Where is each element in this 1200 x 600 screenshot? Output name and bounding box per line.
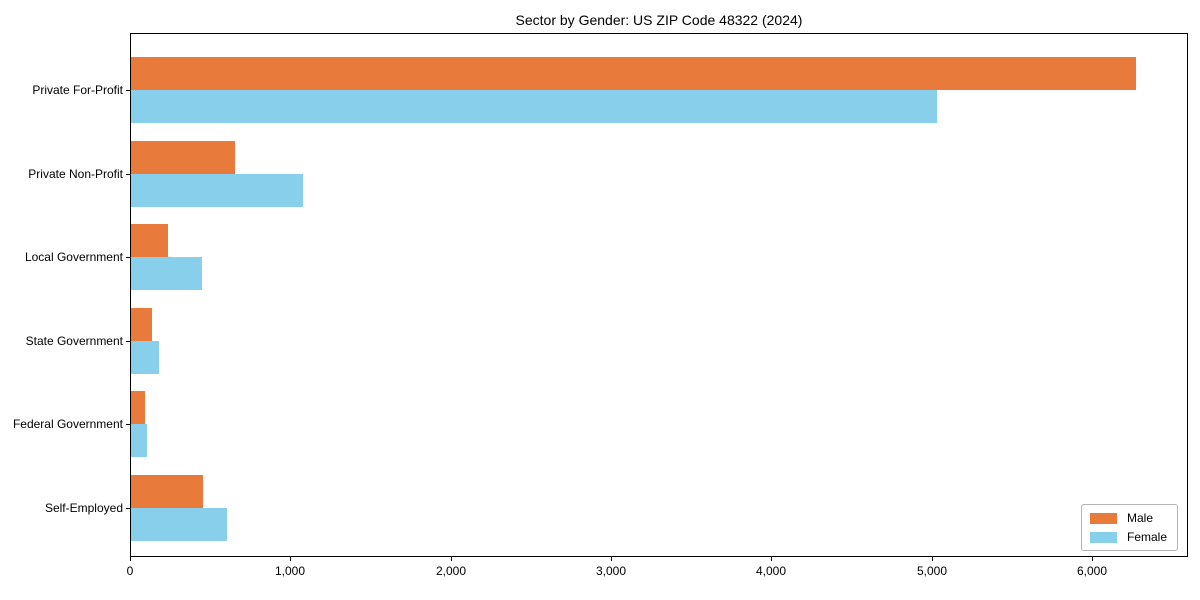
y-axis-label-federal-government: Federal Government [12,417,123,432]
legend-label-male: Male [1126,511,1153,525]
legend-item-male: Male [1089,511,1167,525]
y-axis-label-private-for-profit: Private For-Profit [32,83,123,97]
y-axis-tick [126,257,130,259]
legend: Male Female [1080,504,1178,551]
x-axis-tick-label: 5,000 [916,564,948,578]
bar-female-state-government [131,340,159,374]
x-axis-tick-label: 4,000 [755,564,787,578]
bar-male-state-government [131,307,152,341]
x-axis-tick [771,557,772,561]
bar-female-local-government [131,257,202,291]
y-axis-label-private-non-profit: Private Non-Profit [28,166,123,181]
y-axis-tick [126,424,130,426]
x-axis-tick-label: 6,000 [1076,564,1108,578]
x-axis-tick [451,557,452,561]
bar-male-private-non-profit [131,140,235,174]
y-axis-tick [126,173,130,175]
x-axis-tick [1092,557,1093,561]
bar-male-private-for-profit [131,57,1136,90]
y-axis-tick [126,508,130,509]
y-axis-label-state-government: State Government [25,333,123,348]
y-axis-label-local-government: Local Government [24,250,123,265]
bar-male-local-government [131,224,168,258]
x-axis-tick [130,557,131,561]
x-axis-tick [290,557,291,561]
bar-female-federal-government [131,424,147,458]
x-axis-tick [611,557,612,561]
bar-female-private-non-profit [131,173,303,207]
x-axis-tick-label: 3,000 [595,564,627,578]
x-axis-tick-label: 1,000 [274,564,306,578]
x-axis-tick-label: 2,000 [435,564,467,578]
chart-title: Sector by Gender: US ZIP Code 48322 (202… [515,12,803,28]
bar-female-self-employed [131,508,227,541]
y-axis-tick [126,90,130,91]
legend-swatch-female [1089,531,1117,543]
bar-male-self-employed [131,475,203,508]
legend-label-female: Female [1126,530,1167,544]
bar-male-federal-government [131,391,145,425]
x-axis-tick-label: 0 [126,564,134,578]
legend-swatch-male [1089,512,1117,524]
plot-area: Male Female [130,33,1188,557]
y-axis-label-self-employed: Self-Employed [44,501,123,515]
y-axis-tick [126,340,130,342]
bar-female-private-for-profit [131,90,937,123]
legend-item-female: Female [1089,530,1167,544]
x-axis-tick [932,557,933,561]
